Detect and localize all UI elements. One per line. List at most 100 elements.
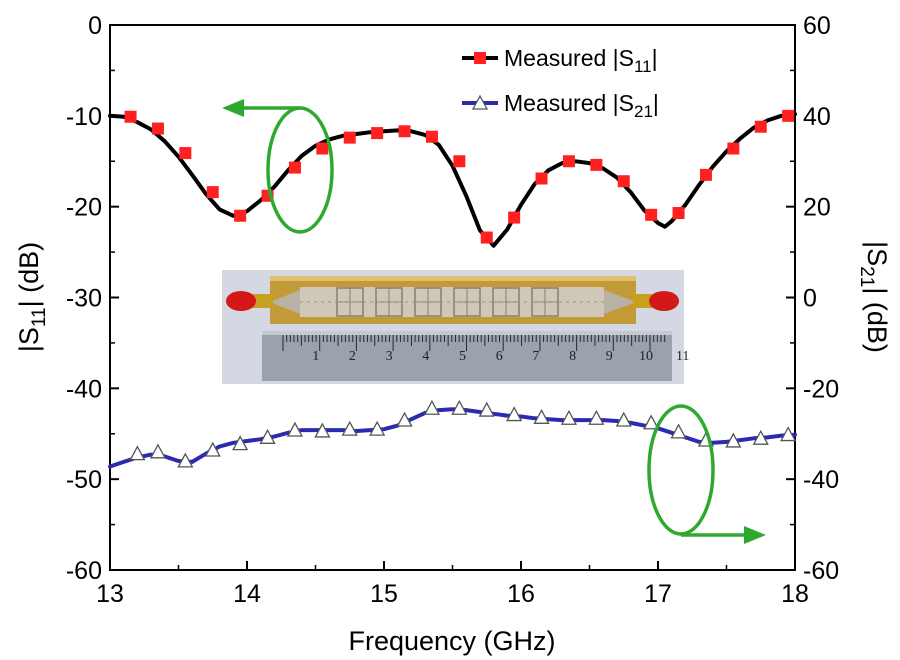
- y-right-tick-label: -40: [803, 466, 839, 494]
- data-point-s11: [508, 211, 521, 224]
- ruler-number: 8: [569, 349, 576, 364]
- x-axis-ticks: 13 14 15 16 17 18: [96, 561, 809, 608]
- data-point-s21: [506, 406, 523, 422]
- ruler-number: 3: [386, 349, 393, 364]
- y-left-tick-label: -20: [66, 194, 102, 222]
- data-point-s11: [699, 168, 712, 181]
- data-point-s21: [588, 409, 605, 425]
- y-left-tick-label: 0: [88, 12, 102, 40]
- y-right-tick-label: -60: [803, 557, 839, 585]
- data-point-s21: [533, 408, 550, 424]
- data-point-s21: [369, 420, 386, 436]
- data-point-s11: [179, 147, 192, 160]
- x-tick-label: 17: [644, 580, 672, 608]
- arrow-right-icon: [744, 526, 766, 544]
- data-point-s21: [232, 435, 249, 451]
- right-sma-cap: [649, 291, 679, 311]
- legend-item-s21: Measured |S21|: [462, 90, 659, 121]
- data-point-s21: [643, 414, 660, 430]
- annotation-ellipse-s21: [647, 404, 715, 536]
- ruler-number: 1: [312, 349, 319, 364]
- legend-s21-marker: [471, 94, 489, 110]
- data-point-s11: [371, 127, 384, 140]
- left-taper: [270, 290, 300, 314]
- ruler-number: 5: [459, 349, 466, 364]
- data-point-s21: [725, 432, 742, 448]
- data-point-s11: [288, 161, 301, 174]
- y-right-axis-title: |S21| (dB): [856, 241, 892, 353]
- data-point-s21: [670, 423, 687, 439]
- x-axis-title: Frequency (GHz): [348, 626, 555, 656]
- data-point-s21: [286, 421, 304, 437]
- data-point-s21: [615, 411, 632, 427]
- ruler-number: 9: [606, 349, 613, 364]
- legend-s21-label: Measured |S21|: [504, 90, 659, 121]
- legend-item-s11: Measured |S11|: [462, 45, 658, 76]
- y-left-axis-title: |S11| (dB): [14, 242, 50, 352]
- ruler-number: 6: [496, 349, 503, 364]
- data-point-s11: [234, 209, 247, 222]
- x-tick-label: 15: [370, 580, 398, 608]
- y-left-tick-label: -40: [66, 375, 102, 403]
- data-point-s11: [398, 125, 411, 138]
- ruler-number: 10: [639, 349, 653, 364]
- data-point-s11: [453, 155, 466, 168]
- data-point-s11: [562, 155, 575, 168]
- data-point-s11: [617, 175, 630, 188]
- x-tick-label: 14: [233, 580, 261, 608]
- series-layer: [108, 109, 797, 469]
- left-sma-cap: [226, 291, 256, 311]
- data-point-s11: [782, 109, 795, 122]
- data-point-s11: [343, 131, 356, 144]
- y-right-tick-label: -20: [803, 375, 839, 403]
- data-point-s11: [151, 122, 164, 135]
- ruler-number: 4: [422, 349, 429, 364]
- data-point-s21: [177, 452, 194, 468]
- data-point-s11: [535, 172, 548, 185]
- y-right-axis-ticks: 60 40 20 0 -20 -40 -60: [786, 12, 839, 585]
- legend: Measured |S11| Measured |S21|: [462, 45, 659, 121]
- data-point-s11: [124, 110, 137, 123]
- y-left-tick-label: -60: [66, 557, 102, 585]
- data-point-s21: [314, 422, 331, 438]
- data-point-s21: [129, 445, 146, 461]
- legend-s11-marker: [474, 52, 486, 64]
- metasurface-unit-cells: [300, 287, 604, 317]
- y-left-tick-label: -50: [66, 466, 102, 494]
- y-left-tick-label: -30: [66, 285, 102, 313]
- data-point-s11: [316, 142, 329, 155]
- data-point-s21: [780, 426, 797, 442]
- data-point-s21: [752, 429, 769, 445]
- data-point-s11: [727, 142, 740, 155]
- data-point-s11: [645, 208, 658, 221]
- ruler-number: 2: [349, 349, 356, 364]
- data-point-s21: [204, 441, 221, 457]
- x-tick-label: 13: [96, 580, 124, 608]
- y-left-axis-ticks: 0 -10 -20 -30 -40 -50 -60: [66, 12, 119, 585]
- data-point-s11: [672, 207, 685, 220]
- ruler-marks: 1 2 3 4 5 6 7 8 9 10 11: [282, 335, 689, 364]
- inset-photo: 1 2 3 4 5 6 7 8 9 10 11: [222, 270, 689, 384]
- data-point-s21: [396, 411, 413, 427]
- data-point-s21: [149, 443, 167, 459]
- data-point-s21: [341, 420, 358, 436]
- x-tick-label: 16: [507, 580, 535, 608]
- x-tick-label: 18: [781, 580, 809, 608]
- data-point-s11: [590, 158, 603, 171]
- data-point-s21: [259, 428, 276, 444]
- data-point-s11: [425, 130, 438, 143]
- series-line-s21: [108, 407, 797, 469]
- data-point-s21: [423, 399, 441, 415]
- data-point-s11: [206, 186, 219, 199]
- right-taper: [604, 290, 636, 314]
- data-point-s11: [480, 231, 493, 244]
- ruler-number: 7: [532, 349, 539, 364]
- y-right-tick-label: 0: [803, 285, 817, 313]
- data-point-s11: [754, 120, 767, 133]
- annotation-right-axis: [647, 404, 766, 544]
- pcb-edge-highlight: [270, 276, 636, 281]
- arrow-left-icon: [222, 99, 244, 117]
- legend-s11-label: Measured |S11|: [504, 45, 658, 76]
- data-point-s21: [478, 401, 495, 417]
